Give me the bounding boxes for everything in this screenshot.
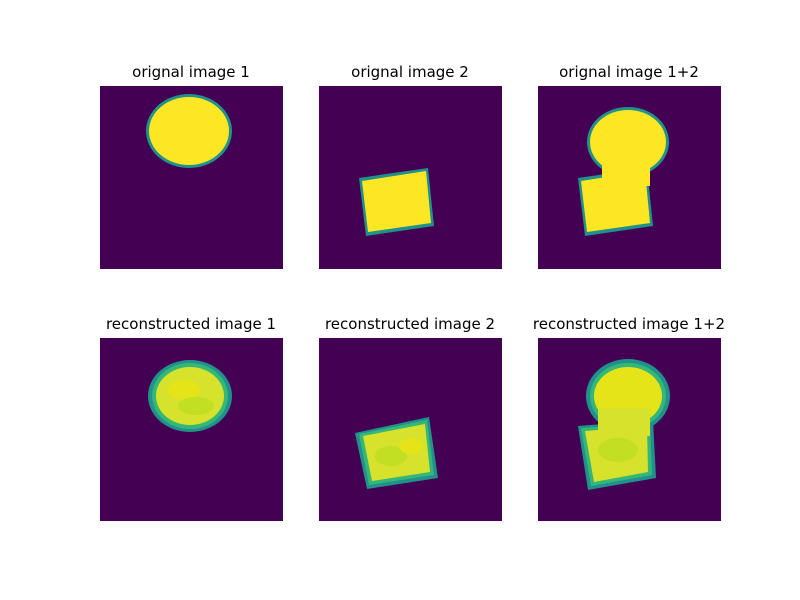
image-panel-reconstructed-2 <box>319 338 502 521</box>
reconstructed-image-1 <box>100 338 283 521</box>
image-panel-original-1 <box>100 86 283 269</box>
panel-title-reconstructed-2: reconstructed image 2 <box>324 315 496 333</box>
image-panel-reconstructed-1 <box>100 338 283 521</box>
panel-title-original-2: orignal image 2 <box>351 63 469 81</box>
panel-title-original-1: orignal image 1 <box>132 63 250 81</box>
panel-title-reconstructed-1-2: reconstructed image 1+2 <box>532 315 726 333</box>
reconstructed-image-2 <box>319 338 502 521</box>
image-panel-reconstructed-1-2 <box>538 338 721 521</box>
panel-title-original-1-2: orignal image 1+2 <box>559 63 699 81</box>
reconstructed-image-1-2 <box>538 338 721 521</box>
original-image-1-2 <box>538 86 721 269</box>
original-image-2 <box>319 86 502 269</box>
original-image-1 <box>100 86 283 269</box>
image-panel-original-1-2 <box>538 86 721 269</box>
image-panel-original-2 <box>319 86 502 269</box>
panel-title-reconstructed-1: reconstructed image 1 <box>105 315 277 333</box>
